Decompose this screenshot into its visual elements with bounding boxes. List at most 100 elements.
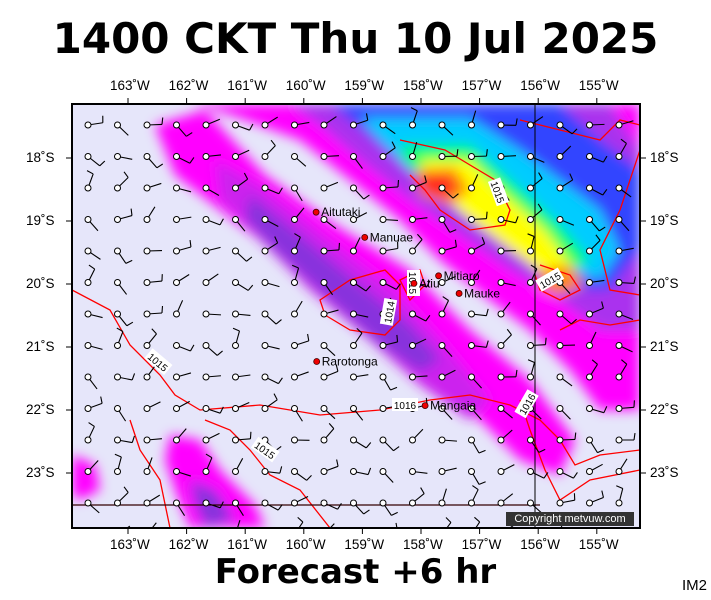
wind-barb: [379, 141, 396, 160]
lon-label-bottom: 156˚W: [520, 537, 560, 552]
wind-barb: [379, 373, 398, 391]
wind-barb: [409, 428, 424, 444]
wind-barb: [350, 212, 368, 223]
rain-layer: [72, 104, 640, 528]
wind-barb: [527, 468, 549, 479]
wind-barb: [468, 308, 489, 318]
wind-barb: [202, 246, 221, 255]
lon-label-top: 159˚W: [344, 78, 385, 93]
wind-barb: [586, 331, 597, 349]
wind-barb: [173, 239, 192, 255]
wind-barb: [497, 247, 517, 255]
wind-barb: [497, 301, 511, 318]
wind-barb: [409, 310, 431, 322]
wind-barb: [527, 499, 543, 514]
lon-label-bottom: 155˚W: [578, 537, 619, 552]
wind-barb: [468, 110, 477, 129]
lon-label-top: 163˚W: [110, 78, 150, 93]
lon-label-bottom: 158˚W: [403, 537, 443, 552]
wind-barb: [438, 296, 450, 318]
wind-barb: [438, 405, 453, 420]
wind-barb: [527, 337, 547, 349]
wind-barb: [291, 207, 305, 223]
wind-barb: [350, 327, 363, 349]
lat-label-left: 23˚S: [26, 465, 55, 480]
isobar-line: [204, 419, 331, 528]
wind-barb: [291, 300, 303, 318]
wind-barb: [527, 116, 544, 129]
island-name: Aitutaki: [321, 205, 360, 219]
wind-barb: [468, 149, 488, 160]
wind-barb: [615, 359, 628, 381]
lon-label-top: 156˚W: [520, 78, 560, 93]
wind-barb: [297, 516, 304, 528]
wind-barb: [445, 517, 452, 528]
wind-barb: [291, 121, 310, 129]
wind-barb: [114, 453, 122, 475]
wind-barb: [173, 468, 191, 477]
wind-barb: [320, 153, 340, 160]
wind-barb: [615, 342, 633, 353]
wind-barb: [586, 490, 604, 507]
wind-barb: [438, 467, 457, 475]
wind-barb: [527, 264, 538, 286]
wind-barb: [527, 172, 543, 192]
wind-barb: [409, 233, 423, 255]
wind-barb: [497, 405, 513, 419]
wind-barb: [84, 342, 103, 350]
island-marker: [421, 402, 429, 409]
wind-barb: [232, 216, 246, 232]
wind-barb: [468, 237, 486, 255]
wind-barb: [232, 431, 252, 444]
wind-barb: [556, 342, 576, 349]
wind-barb: [379, 216, 399, 223]
wind-barb: [556, 493, 576, 507]
wind-barb: [527, 203, 543, 223]
lon-label-bottom: 163˚W: [110, 537, 150, 552]
wind-barb: [202, 273, 219, 286]
wind-barb: [329, 523, 335, 528]
wind-barb: [556, 173, 574, 192]
wind-barb: [85, 532, 101, 542]
wind-barb: [497, 279, 516, 287]
wind-barb: [173, 153, 195, 164]
wind-barb: [379, 241, 399, 255]
wind-barb: [438, 488, 447, 507]
wind-barb: [320, 279, 334, 296]
wind-barb: [586, 153, 608, 163]
wind-barb: [143, 274, 163, 286]
wind-barb: [143, 328, 157, 349]
wind-barb: [143, 247, 163, 255]
wind-barb: [615, 276, 636, 286]
wind-barb: [379, 121, 396, 135]
wind-barb: [114, 247, 133, 264]
wind-barb: [143, 305, 164, 318]
isobar-line: [319, 269, 401, 336]
forecast-hour-label: Forecast +6 hr: [214, 552, 497, 592]
lon-label-bottom: 159˚W: [344, 537, 385, 552]
wind-barb: [232, 373, 251, 381]
wind-barb: [350, 436, 372, 449]
wind-barb: [261, 279, 280, 288]
wind-barb: [350, 310, 369, 318]
wind-barb: [556, 145, 572, 160]
image-code: IM2: [681, 577, 707, 594]
wind-barb: [84, 460, 99, 475]
wind-barb: [84, 499, 100, 514]
wind-barb: [84, 422, 95, 444]
wind-barb: [615, 247, 634, 255]
wind-barb: [350, 499, 370, 515]
wind-barb: [320, 499, 342, 510]
wind-barb: [379, 436, 400, 452]
isobar-line: [399, 139, 511, 231]
wind-barb: [474, 516, 481, 528]
lon-label-bottom: 161˚W: [227, 537, 267, 552]
wind-barb: [114, 121, 129, 136]
wind-barb: [468, 340, 489, 349]
wind-barb: [114, 327, 124, 349]
wind-barb: [202, 373, 221, 381]
wind-barb: [409, 338, 427, 349]
lat-label-right: 20˚S: [650, 276, 679, 291]
wind-barb: [586, 405, 608, 414]
wind-barbs: [84, 107, 636, 542]
